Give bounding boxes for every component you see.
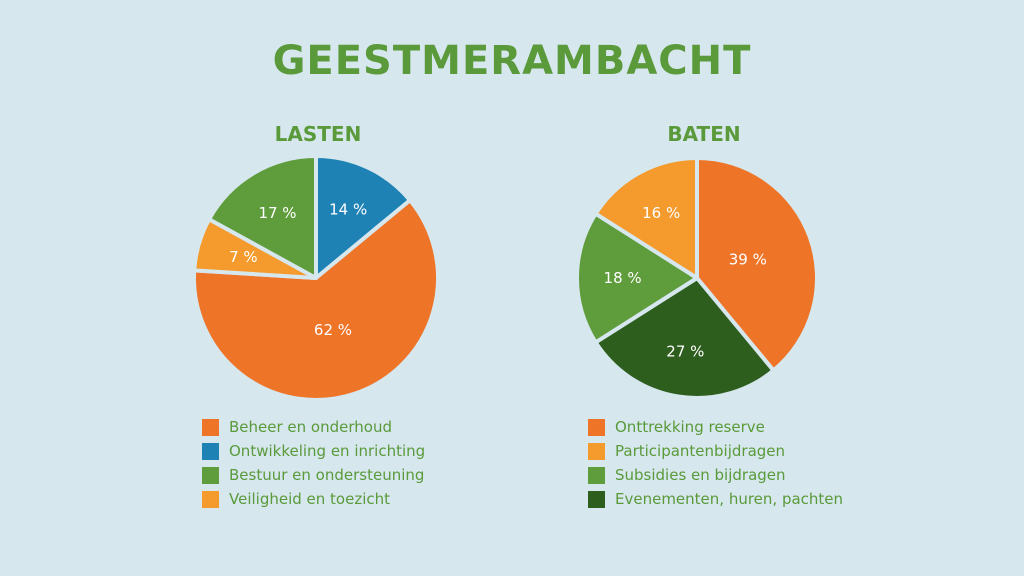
legend-item: Evenementen, huren, pachten <box>588 487 843 511</box>
slice-value-label: 62 % <box>314 321 352 339</box>
legend-item: Participantenbijdragen <box>588 439 843 463</box>
chart-title-baten: BATEN <box>667 122 741 146</box>
legend-label: Ontwikkeling en inrichting <box>229 442 426 460</box>
legend-swatch <box>588 418 605 436</box>
legend-swatch <box>202 418 219 436</box>
legend-label: Veiligheid en toezicht <box>229 490 391 508</box>
legend-swatch <box>588 442 605 460</box>
legend-label: Participantenbijdragen <box>615 442 786 460</box>
pie-slice <box>207 154 318 280</box>
legend-item: Subsidies en bijdragen <box>588 463 843 487</box>
page-title: GEESTMERAMBACHT <box>272 38 752 84</box>
legend-swatch <box>588 490 605 508</box>
legend-item: Veiligheid en toezicht <box>202 487 425 511</box>
legend-label: Evenementen, huren, pachten <box>615 490 844 508</box>
legend-label: Onttrekking reserve <box>615 418 765 436</box>
legend-swatch <box>202 442 219 460</box>
legend-swatch <box>202 490 219 508</box>
slice-value-label: 14 % <box>329 201 367 219</box>
legend-swatch <box>588 466 605 484</box>
legend-lasten: Beheer en onderhoud Ontwikkeling en inri… <box>202 415 425 511</box>
legend-label: Subsidies en bijdragen <box>615 466 786 484</box>
legend-item: Beheer en onderhoud <box>202 415 425 439</box>
slice-value-label: 17 % <box>258 204 296 222</box>
legend-item: Ontwikkeling en inrichting <box>202 439 425 463</box>
legend-baten: Onttrekking reserve Participantenbijdrag… <box>588 415 843 511</box>
pie-slice <box>314 154 413 280</box>
legend-item: Onttrekking reserve <box>588 415 843 439</box>
legend-label: Beheer en onderhoud <box>229 418 392 436</box>
pie-slice <box>192 198 440 402</box>
slice-value-label: 7 % <box>229 248 258 266</box>
legend-item: Bestuur en ondersteuning <box>202 463 425 487</box>
chart-title-lasten: LASTEN <box>274 122 362 146</box>
legend-swatch <box>202 466 219 484</box>
legend-label: Bestuur en ondersteuning <box>229 466 425 484</box>
